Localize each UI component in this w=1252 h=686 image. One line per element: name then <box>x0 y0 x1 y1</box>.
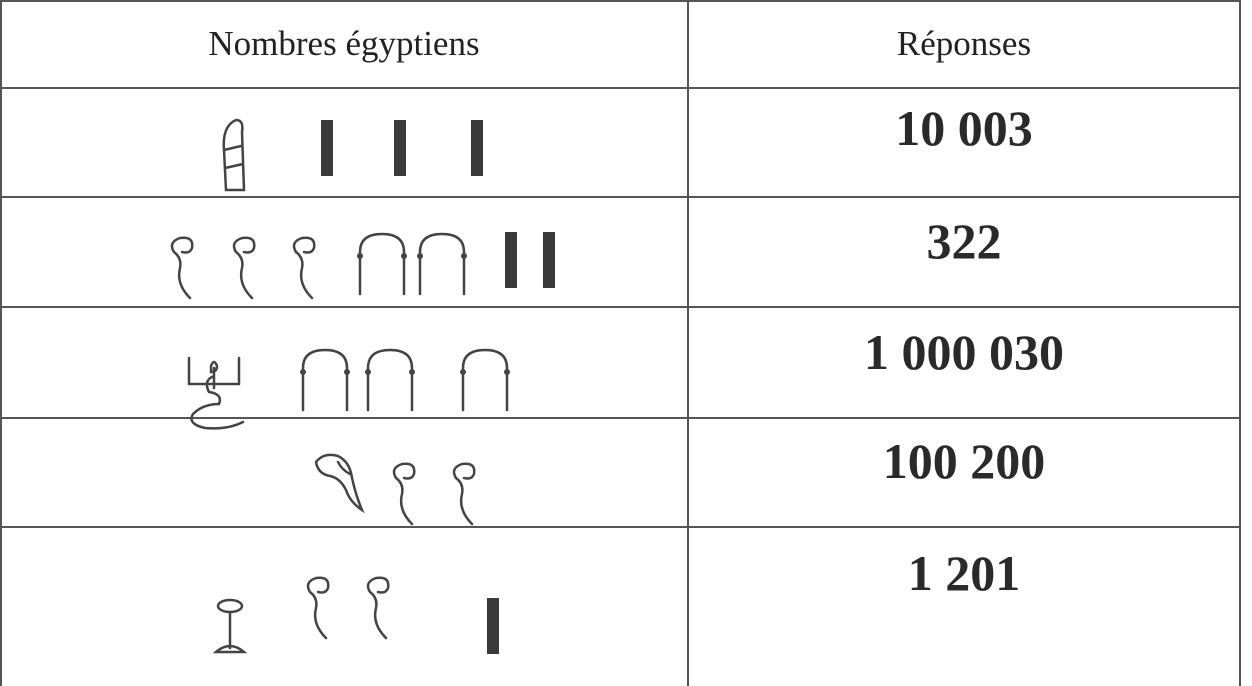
hieroglyphs-row-1 <box>222 118 483 192</box>
answer: 10 003 <box>895 100 1033 156</box>
hieroglyphs-row-5 <box>214 576 499 654</box>
hieroglyphs-row-2 <box>170 232 555 300</box>
header-cell: Réponses <box>897 24 1031 63</box>
answer: 100 200 <box>883 433 1046 489</box>
hieroglyphs-row-3 <box>187 348 512 430</box>
answer: 1 201 <box>908 545 1021 601</box>
answer: 1 000 030 <box>864 324 1064 380</box>
answer: 322 <box>927 213 1002 269</box>
header-cell: Nombres égyptiens <box>208 24 479 63</box>
hieroglyphs-row-4 <box>314 453 476 526</box>
